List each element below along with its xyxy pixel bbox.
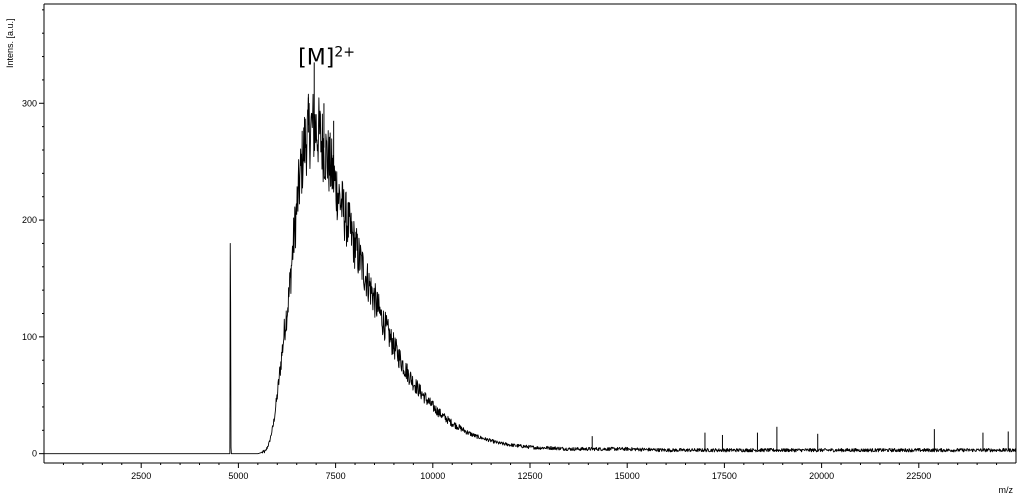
x-tick-label: 7500 xyxy=(326,471,346,481)
y-axis-ticks: 0 100 200 300 xyxy=(22,9,44,459)
x-tick-label: 2500 xyxy=(131,471,151,481)
y-tick-label: 300 xyxy=(22,98,37,108)
peak-annotation-charge: 2+ xyxy=(334,44,355,60)
y-tick-label: 0 xyxy=(32,449,37,459)
x-tick-label: 12500 xyxy=(517,471,542,481)
y-tick-label: 200 xyxy=(22,215,37,225)
x-tick-label: 10000 xyxy=(420,471,445,481)
x-tick-label: 17500 xyxy=(712,471,737,481)
spectrum-series xyxy=(43,62,1017,455)
x-axis-ticks: 2500 5000 7500 10000 12500 15000 17500 20000 225… xyxy=(62,463,998,481)
peak-annotation: [M]2+ xyxy=(298,44,355,70)
x-tick-label: 20000 xyxy=(809,471,834,481)
y-axis-title: Intens. [a.u.] xyxy=(5,18,15,68)
x-tick-label: 22500 xyxy=(906,471,931,481)
peak-annotation-label: [M] xyxy=(298,45,334,70)
plot-frame-group xyxy=(43,3,1017,464)
y-tick-label: 100 xyxy=(22,332,37,342)
x-axis-title: m/z xyxy=(999,485,1014,495)
spectrum-trace xyxy=(43,93,1017,455)
x-tick-label: 15000 xyxy=(615,471,640,481)
x-tick-label: 5000 xyxy=(228,471,248,481)
